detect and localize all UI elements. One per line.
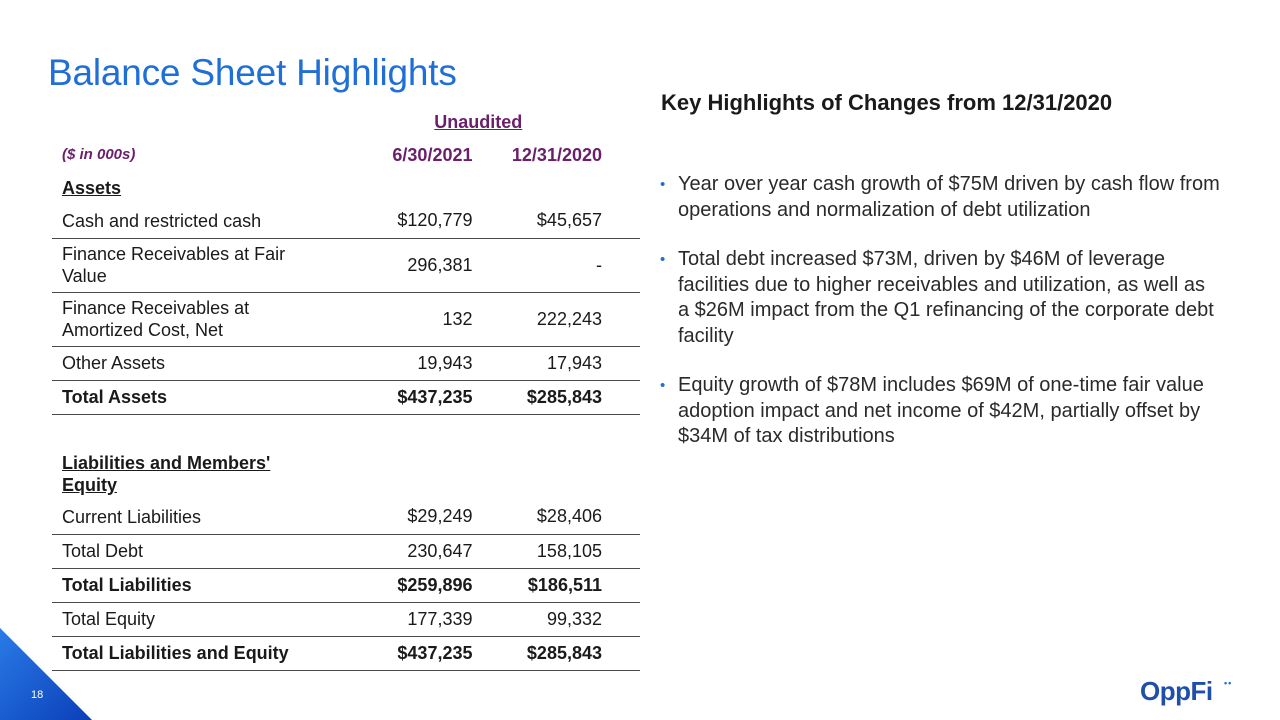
- row-value-12-31-2020: $45,657: [482, 204, 640, 239]
- liabilities-section-label: Liabilities and Members' Equity: [62, 453, 271, 495]
- row-label: Total Debt: [52, 534, 317, 569]
- row-value-6-30-2021: 296,381: [316, 238, 483, 293]
- unaudited-label: Unaudited: [434, 111, 523, 132]
- row-value-12-31-2020: 222,243: [482, 292, 640, 347]
- row-value-6-30-2021: $120,779: [316, 204, 483, 239]
- list-item-text: Equity growth of $78M includes $69M of o…: [678, 374, 1204, 447]
- highlights-list: • Year over year cash growth of $75M dri…: [660, 172, 1220, 474]
- table-row: Finance Receivables at Fair Value 296,38…: [52, 238, 640, 293]
- page-number: 18: [31, 689, 44, 701]
- total-liabilities-row: Total Liabilities $259,896 $186,511: [52, 568, 640, 603]
- row-value-6-30-2021: 132: [316, 292, 483, 347]
- assets-section-row: Assets: [52, 172, 640, 204]
- list-item: • Year over year cash growth of $75M dri…: [660, 172, 1220, 223]
- row-label: Total Liabilities: [52, 568, 317, 603]
- row-label: Total Equity: [52, 602, 317, 637]
- list-item-text: Total debt increased $73M, driven by $46…: [678, 248, 1214, 347]
- table-row: Other Assets 19,943 17,943: [52, 346, 640, 381]
- page-title: Balance Sheet Highlights: [48, 52, 457, 93]
- unaudited-row: Unaudited: [52, 106, 640, 138]
- assets-section-label: Assets: [62, 178, 122, 198]
- row-value-6-30-2021: 230,647: [316, 534, 483, 569]
- table-row: Finance Receivables at Amortized Cost, N…: [52, 292, 640, 347]
- bullet-icon: •: [660, 377, 666, 394]
- table-row: Current Liabilities $29,249 $28,406: [52, 500, 640, 535]
- bullet-icon: •: [660, 251, 666, 268]
- row-label: Finance Receivables at Amortized Cost, N…: [52, 292, 317, 347]
- list-item: • Equity growth of $78M includes $69M of…: [660, 373, 1220, 450]
- row-value-12-31-2020: -: [482, 238, 640, 293]
- oppfi-logo: OppFi ••: [1140, 676, 1231, 707]
- row-value-12-31-2020: 158,105: [482, 534, 640, 569]
- row-value-6-30-2021: 177,339: [316, 602, 483, 637]
- list-item: • Total debt increased $73M, driven by $…: [660, 247, 1220, 349]
- row-label: Total Liabilities and Equity: [52, 636, 317, 671]
- bullet-icon: •: [660, 176, 666, 193]
- total-assets-row: Total Assets $437,235 $285,843: [52, 380, 640, 415]
- corner-triangle-decoration: [0, 628, 92, 720]
- units-label: ($ in 000s): [62, 146, 136, 163]
- logo-dots-icon: ••: [1224, 678, 1233, 688]
- row-value-6-30-2021: $29,249: [316, 500, 483, 535]
- row-value-12-31-2020: $285,843: [482, 636, 640, 671]
- row-label: Total Assets: [52, 380, 317, 415]
- row-value-12-31-2020: $186,511: [482, 568, 640, 603]
- total-equity-row: Total Equity 177,339 99,332: [52, 602, 640, 637]
- highlights-title: Key Highlights of Changes from 12/31/202…: [661, 90, 1113, 115]
- balance-sheet-table: Unaudited ($ in 000s) 6/30/2021 12/31/20…: [52, 106, 640, 671]
- row-value-12-31-2020: $28,406: [482, 500, 640, 535]
- row-value-6-30-2021: $437,235: [316, 380, 483, 415]
- row-label: Other Assets: [52, 346, 317, 381]
- row-value-6-30-2021: $259,896: [316, 568, 483, 603]
- column-header-row: ($ in 000s) 6/30/2021 12/31/2020: [52, 138, 640, 172]
- table-row: Total Debt 230,647 158,105: [52, 534, 640, 569]
- col-header-12-31-2020: 12/31/2020: [511, 144, 602, 165]
- row-value-12-31-2020: 99,332: [482, 602, 640, 637]
- row-label: Finance Receivables at Fair Value: [52, 238, 317, 293]
- row-label: Cash and restricted cash: [52, 204, 317, 239]
- list-item-text: Year over year cash growth of $75M drive…: [678, 173, 1220, 221]
- row-value-6-30-2021: $437,235: [316, 636, 483, 671]
- logo-text: OppFi: [1140, 676, 1213, 706]
- table-row: Cash and restricted cash $120,779 $45,65…: [52, 204, 640, 239]
- liabilities-section-row: Liabilities and Members' Equity: [52, 446, 640, 500]
- row-value-12-31-2020: $285,843: [482, 380, 640, 415]
- total-liabilities-equity-row: Total Liabilities and Equity $437,235 $2…: [52, 636, 640, 671]
- col-header-6-30-2021: 6/30/2021: [392, 144, 473, 165]
- row-label: Current Liabilities: [52, 500, 317, 535]
- spacer-row: [52, 414, 640, 446]
- row-value-12-31-2020: 17,943: [482, 346, 640, 381]
- row-value-6-30-2021: 19,943: [316, 346, 483, 381]
